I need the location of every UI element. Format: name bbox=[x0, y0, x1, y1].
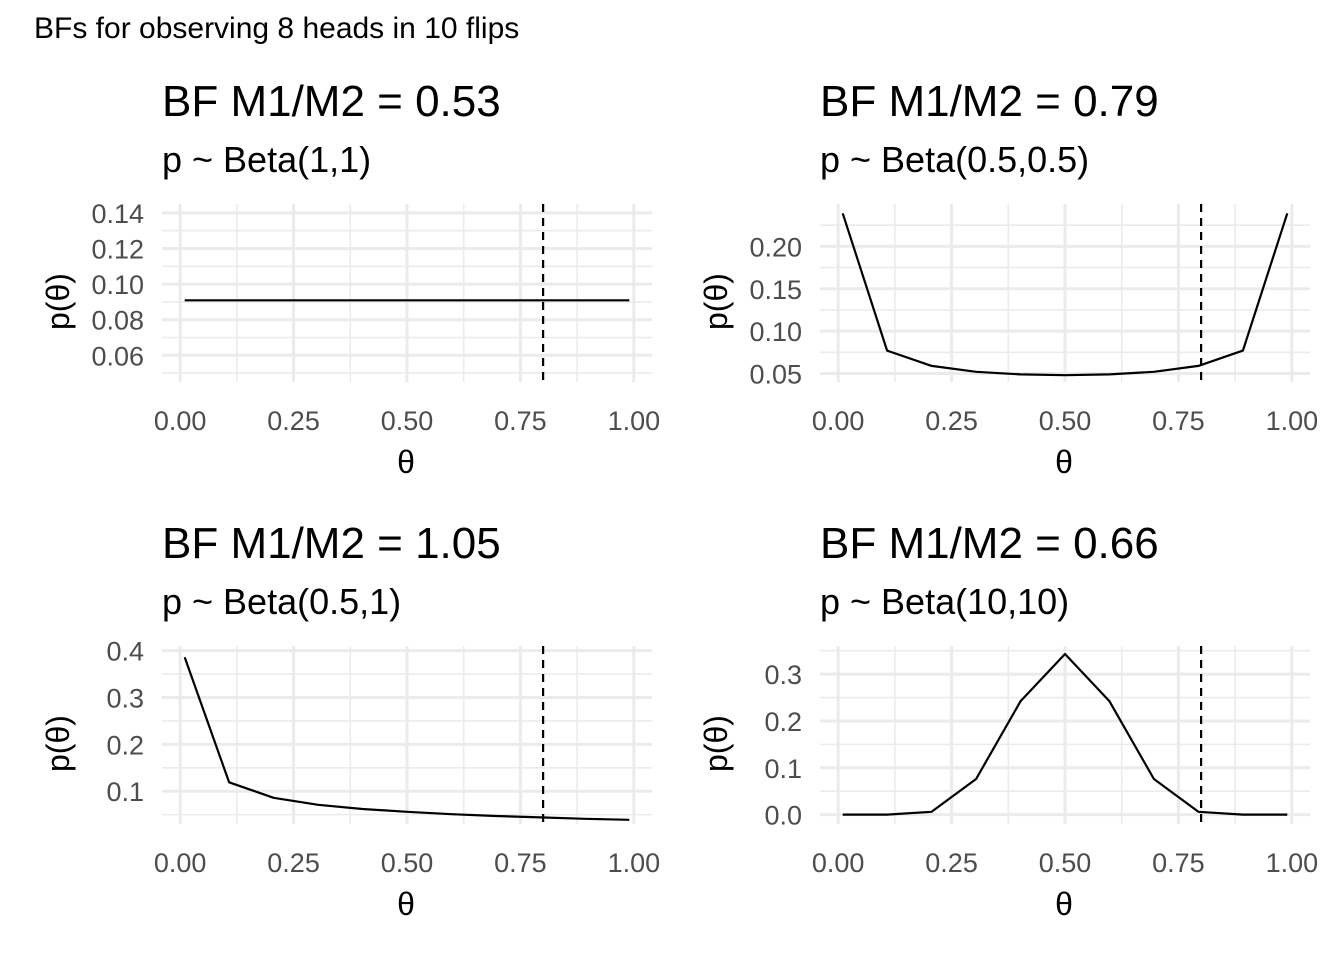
x-tick-label: 0.25 bbox=[925, 406, 978, 436]
x-tick-label: 0.50 bbox=[1039, 848, 1092, 878]
y-tick-label: 0.20 bbox=[749, 232, 802, 262]
x-tick-label: 0.00 bbox=[154, 848, 207, 878]
chart-panel-beta-10-10: BF M1/M2 = 0.66 p ~ Beta(10,10) p(θ) θ 0… bbox=[658, 442, 1330, 922]
panel-title: BF M1/M2 = 1.05 bbox=[162, 519, 501, 568]
x-tick-label: 0.00 bbox=[812, 406, 865, 436]
y-tick-label: 0.1 bbox=[106, 777, 144, 807]
density-line bbox=[183, 656, 630, 821]
y-tick-label: 0.06 bbox=[91, 341, 144, 371]
x-tick-label: 0.75 bbox=[1152, 406, 1205, 436]
chart-panel-beta-05-05: BF M1/M2 = 0.79 p ~ Beta(0.5,0.5) p(θ) θ… bbox=[658, 0, 1330, 480]
x-tick-label: 1.00 bbox=[608, 848, 661, 878]
y-tick-label: 0.2 bbox=[106, 730, 144, 760]
x-tick-label: 0.00 bbox=[154, 406, 207, 436]
x-tick-label: 0.25 bbox=[267, 406, 320, 436]
plot-area: 0.00 0.25 0.50 0.75 1.00 0.05 0.10 0.15 0.20 bbox=[749, 204, 1319, 436]
x-tick-label: 1.00 bbox=[1266, 848, 1319, 878]
x-tick-label: 1.00 bbox=[1266, 406, 1319, 436]
panel-title: BF M1/M2 = 0.79 bbox=[820, 77, 1159, 126]
panel-title: BF M1/M2 = 0.53 bbox=[162, 77, 501, 126]
plot-area: 0.00 0.25 0.50 0.75 1.00 0.1 0.2 0.3 0.4 bbox=[106, 637, 661, 878]
chart-panel-beta-1-1: BF M1/M2 = 0.53 p ~ Beta(1,1) p(θ) θ 0.0… bbox=[0, 0, 672, 480]
plot-area: 0.00 0.25 0.50 0.75 1.00 0.0 0.1 0.2 0.3 bbox=[764, 646, 1319, 878]
y-tick-label: 0.1 bbox=[764, 754, 802, 784]
y-tick-label: 0.0 bbox=[764, 801, 802, 831]
x-axis-label: θ bbox=[397, 886, 415, 922]
y-tick-label: 0.2 bbox=[764, 707, 802, 737]
x-axis-label: θ bbox=[397, 444, 415, 480]
chart-panel-beta-05-1: BF M1/M2 = 1.05 p ~ Beta(0.5,1) p(θ) θ 0… bbox=[0, 442, 672, 922]
panel-subtitle: p ~ Beta(10,10) bbox=[820, 581, 1070, 622]
y-tick-label: 0.12 bbox=[91, 235, 144, 265]
y-tick-label: 0.15 bbox=[749, 275, 802, 305]
density-line bbox=[841, 212, 1289, 377]
y-tick-label: 0.05 bbox=[749, 360, 802, 390]
x-tick-label: 0.00 bbox=[812, 848, 865, 878]
panel-title: BF M1/M2 = 0.66 bbox=[820, 519, 1159, 568]
figure-caption: BFs for observing 8 heads in 10 flips bbox=[34, 12, 520, 45]
x-tick-label: 0.50 bbox=[381, 848, 434, 878]
y-tick-label: 0.4 bbox=[106, 637, 144, 667]
x-axis-label: θ bbox=[1055, 886, 1073, 922]
plot-area: 0.00 0.25 0.50 0.75 1.00 0.06 0.08 0.10 0.12 0.14 bbox=[91, 199, 661, 436]
panel-subtitle: p ~ Beta(0.5,0.5) bbox=[820, 139, 1090, 180]
x-axis-label: θ bbox=[1055, 444, 1073, 480]
y-tick-label: 0.08 bbox=[91, 306, 144, 336]
panel-subtitle: p ~ Beta(1,1) bbox=[162, 139, 372, 180]
density-line bbox=[842, 652, 1288, 816]
x-tick-label: 0.50 bbox=[381, 406, 434, 436]
y-tick-label: 0.10 bbox=[91, 270, 144, 300]
panel-subtitle: p ~ Beta(0.5,1) bbox=[162, 581, 402, 622]
x-tick-label: 0.25 bbox=[267, 848, 320, 878]
x-tick-label: 0.25 bbox=[925, 848, 978, 878]
y-tick-label: 0.3 bbox=[106, 684, 144, 714]
y-tick-label: 0.3 bbox=[764, 660, 802, 690]
x-tick-label: 0.75 bbox=[494, 848, 547, 878]
y-tick-label: 0.14 bbox=[91, 199, 144, 229]
y-tick-label: 0.10 bbox=[749, 317, 802, 347]
x-tick-label: 0.50 bbox=[1039, 406, 1092, 436]
x-tick-label: 0.75 bbox=[494, 406, 547, 436]
x-tick-label: 1.00 bbox=[608, 406, 661, 436]
x-tick-label: 0.75 bbox=[1152, 848, 1205, 878]
